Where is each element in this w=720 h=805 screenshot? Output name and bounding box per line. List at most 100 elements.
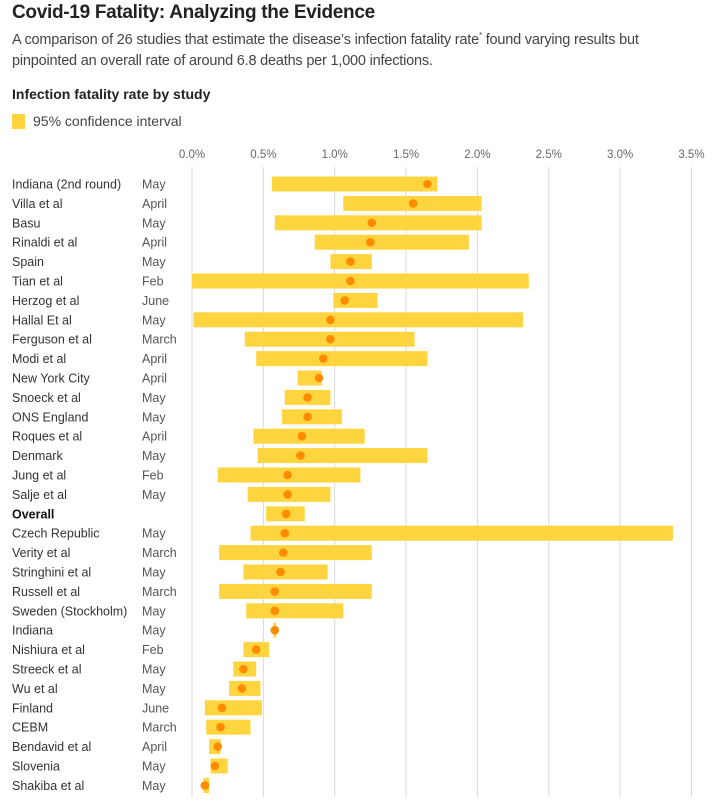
estimate-dot [303, 393, 312, 402]
estimate-dot [367, 218, 377, 228]
confidence-interval-bar [333, 292, 378, 308]
subtitle-text-rest: found varying results but pinpointed an … [12, 31, 639, 69]
x-tick-label: 0.0% [179, 149, 205, 161]
study-label: Indiana [12, 624, 53, 638]
study-label: Verity et al [12, 546, 70, 560]
confidence-interval-bar [206, 719, 251, 735]
study-label: Ferguson et al [12, 333, 92, 347]
estimate-dot [270, 606, 280, 616]
study-label: Jung et al [12, 469, 66, 483]
estimate-dot [326, 334, 335, 344]
confidence-interval-bar [243, 564, 328, 580]
estimate-dot [270, 625, 280, 635]
confidence-interval-bar [274, 215, 482, 231]
study-label: Stringhini et al [12, 566, 91, 580]
estimate-dot [340, 296, 349, 305]
study-month: March [142, 721, 177, 735]
study-label: New York City [12, 372, 91, 386]
footnote-mark: * [478, 31, 482, 40]
legend-swatch [12, 113, 25, 129]
study-month: Feb [142, 275, 164, 289]
study-month: May [142, 255, 166, 269]
study-month: June [142, 701, 169, 715]
estimate-dot [283, 470, 292, 480]
confidence-interval-bar [246, 603, 344, 619]
estimate-dot [280, 528, 290, 538]
study-month: May [142, 178, 166, 192]
estimate-dot [297, 431, 307, 441]
legend: 95% confidence interval [12, 113, 182, 129]
estimate-dot [326, 315, 335, 325]
estimate-dot [423, 179, 432, 189]
confidence-interval-bar [271, 176, 438, 192]
study-month: March [142, 333, 177, 347]
chart-title: Infection fatality rate by study [12, 86, 211, 102]
confidence-interval-bar [192, 273, 529, 289]
study-month: May [142, 566, 166, 580]
study-label: Overall [12, 507, 54, 521]
study-month: May [142, 449, 166, 463]
study-label: Tian et al [12, 275, 63, 289]
study-month: April [142, 740, 167, 754]
study-label: Bendavid et al [12, 740, 91, 754]
study-month: May [142, 488, 166, 502]
confidence-interval-bar [297, 370, 322, 386]
estimate-dot [408, 199, 418, 208]
estimate-dot [217, 703, 227, 713]
study-month: April [142, 352, 167, 366]
estimate-dot [281, 509, 291, 519]
confidence-interval-bar [314, 234, 469, 250]
study-month: June [142, 294, 169, 308]
study-label: Streeck et al [12, 663, 81, 677]
study-month: April [142, 430, 167, 444]
study-label: Nishiura et al [12, 643, 85, 657]
study-month: March [142, 585, 177, 599]
estimate-dot [283, 490, 292, 499]
estimate-dot [346, 276, 355, 286]
estimate-dot [346, 257, 355, 266]
study-label: Denmark [12, 449, 63, 463]
study-label: Russell et al [12, 585, 80, 599]
x-tick-label: 0.5% [250, 149, 276, 161]
estimate-dot [318, 354, 328, 363]
confidence-interval-bar [219, 583, 372, 599]
estimate-dot [237, 684, 247, 693]
study-label: Slovenia [12, 760, 60, 774]
estimate-dot [270, 587, 280, 596]
study-month: May [142, 760, 166, 774]
confidence-interval-bar [219, 545, 372, 561]
study-label: Czech Republic [12, 527, 100, 541]
study-month: March [142, 546, 177, 560]
confidence-interval-bar [257, 448, 428, 464]
study-month: May [142, 391, 166, 405]
x-tick-label: 3.0% [607, 149, 633, 161]
study-label: Modi et al [12, 352, 66, 366]
study-month: May [142, 779, 166, 793]
study-label: Spain [12, 255, 44, 269]
study-month: May [142, 682, 166, 696]
study-label: Herzog et al [12, 294, 79, 308]
estimate-dot [303, 412, 312, 422]
confidence-interval-bar [250, 525, 673, 541]
study-label: Snoeck et al [12, 391, 81, 405]
study-label: Indiana (2nd round) [12, 178, 121, 192]
study-label: Finland [12, 701, 53, 715]
study-month: April [142, 236, 167, 250]
study-label: Basu [12, 216, 41, 230]
estimate-dot [366, 237, 375, 247]
study-label: Rinaldi et al [12, 236, 77, 250]
study-label: ONS England [12, 410, 88, 424]
estimate-dot [276, 567, 285, 577]
confidence-interval-bar [193, 312, 524, 328]
study-label: Wu et al [12, 682, 58, 696]
study-label: Sweden (Stockholm) [12, 604, 127, 618]
estimate-dot [213, 742, 222, 751]
page-title: Covid-19 Fatality: Analyzing the Evidenc… [12, 2, 375, 23]
study-label: Roques et al [12, 430, 82, 444]
study-month: May [142, 313, 166, 327]
study-month: Feb [142, 469, 164, 483]
x-tick-label: 2.5% [536, 149, 562, 161]
study-label: Villa et al [12, 197, 63, 211]
estimate-dot [279, 548, 288, 557]
study-month: May [142, 663, 166, 677]
